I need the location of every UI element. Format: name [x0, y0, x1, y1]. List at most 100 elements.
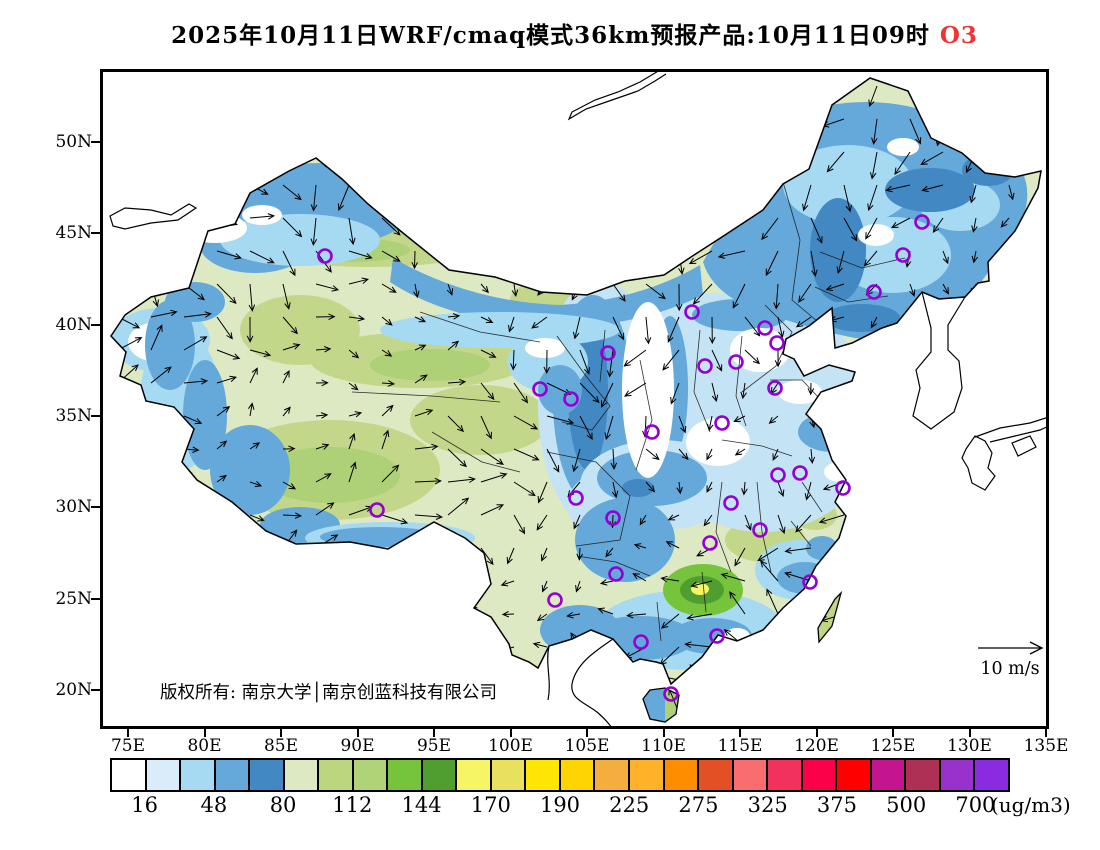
wind-vector-arrow — [216, 283, 237, 305]
colorbar-value-label: 112 — [332, 793, 373, 817]
wind-vector-arrow — [381, 85, 391, 106]
wind-vector-arrow — [150, 118, 163, 128]
wind-vector-arrow — [897, 710, 911, 718]
wind-vector-arrow — [942, 85, 952, 113]
wind-vector-arrow — [898, 638, 911, 648]
wind-vector-arrow — [703, 514, 713, 527]
wind-vector-arrow — [741, 481, 748, 496]
wind-vector-arrow — [541, 580, 548, 593]
laos-border-outline — [547, 645, 550, 701]
wind-vector-arrow — [579, 415, 593, 441]
lat-tick-mark — [91, 232, 100, 234]
wind-vector-arrow — [739, 184, 747, 208]
wind-vector-arrow — [414, 374, 428, 384]
wind-vector-arrow — [381, 580, 396, 604]
wind-vector-arrow — [611, 481, 619, 499]
wind-vector-arrow — [513, 85, 532, 108]
wind-vector-arrow — [672, 151, 680, 164]
wind-vector-arrow — [579, 349, 590, 375]
wind-vector-arrow — [216, 671, 244, 681]
wind-vector-arrow — [982, 85, 1010, 95]
wind-vector-arrow — [1008, 349, 1016, 372]
colorbar-cell — [491, 760, 527, 790]
wind-vector-arrow — [117, 118, 125, 135]
wind-vector-arrow — [315, 379, 329, 387]
wind-vector-arrow — [150, 674, 178, 682]
wind-vector-arrow — [470, 712, 482, 722]
city-marker-ring — [547, 592, 563, 608]
wind-vector-arrow — [183, 646, 210, 655]
city-marker-ring — [769, 335, 785, 351]
wind-vector-arrow — [744, 514, 752, 531]
wind-vector-arrow — [898, 382, 911, 395]
colorbar-value-label: 80 — [269, 793, 297, 817]
wind-vector-arrow — [508, 316, 515, 333]
wind-vector-arrow — [183, 415, 203, 425]
wind-vector-arrow — [701, 217, 713, 239]
wind-vector-arrow — [447, 545, 473, 553]
wind-vector-arrow — [499, 679, 515, 687]
colorbar-cell — [146, 760, 182, 790]
wind-vector-arrow — [688, 250, 713, 265]
colorbar-cell — [353, 760, 389, 790]
wind-vector-arrow — [777, 481, 785, 497]
wind-vector-arrow — [784, 547, 812, 554]
wind-vector-arrow — [249, 561, 265, 582]
wind-vector-arrow — [311, 712, 319, 722]
wind-vector-arrow — [447, 497, 470, 516]
wind-vector-arrow — [966, 382, 977, 404]
wind-vector-arrow — [876, 382, 883, 396]
lon-tick-label: 100E — [488, 736, 533, 756]
wind-vector-arrow — [678, 448, 689, 461]
wind-vector-arrow — [310, 646, 318, 672]
wind-vector-arrow — [807, 382, 815, 396]
wind-vector-arrow — [216, 349, 241, 360]
wind-vector-arrow — [969, 696, 977, 714]
wind-vector-arrow — [150, 309, 178, 318]
wind-vector-arrow — [117, 402, 141, 417]
wind-vector-arrow — [734, 448, 746, 456]
wind-vector-arrow — [645, 448, 660, 461]
wind-vector-arrow — [117, 677, 143, 684]
wind-vector-arrow — [348, 314, 366, 322]
wind-vector-arrow — [183, 151, 192, 162]
wind-vector-arrow — [843, 217, 858, 242]
city-marker-ring — [633, 634, 649, 650]
wind-vector-arrow — [348, 580, 365, 604]
wind-scale-legend: 10 m/s — [978, 641, 1044, 679]
wind-vector-arrow — [381, 514, 409, 525]
wind-vector-arrow — [942, 250, 949, 265]
wind-vector-arrow — [381, 151, 394, 178]
wind-vector-arrow — [575, 580, 582, 593]
wind-vector-arrow — [937, 316, 944, 329]
colorbar-value-label: 225 — [609, 793, 650, 817]
wind-vector-arrow — [678, 415, 687, 434]
wind-vector-arrow — [992, 545, 1010, 553]
city-marker-ring — [369, 502, 385, 518]
wind-vector-arrow — [183, 217, 191, 237]
wind-vector-arrow — [885, 184, 911, 193]
lon-tick-label: 125E — [870, 736, 916, 756]
wind-vector-arrow — [435, 712, 449, 719]
wind-vector-arrow — [381, 283, 397, 293]
colorbar-cell — [250, 760, 285, 790]
wind-vector-arrow — [348, 432, 356, 450]
lon-tick-mark — [280, 729, 282, 737]
wind-vector-arrow — [732, 283, 746, 309]
wind-vector-arrow — [645, 250, 658, 269]
wind-vector-arrow — [874, 349, 881, 363]
lon-tick-mark — [662, 729, 665, 737]
city-marker-ring — [532, 381, 548, 397]
wind-vector-arrow — [777, 316, 785, 339]
wind-vector-arrow — [381, 404, 394, 417]
wind-vector-arrow — [645, 283, 666, 300]
wind-vector-arrow — [536, 613, 548, 622]
lat-tick-label: 20N — [55, 680, 92, 700]
wind-vector-arrow — [248, 283, 256, 312]
wind-vector-arrow — [468, 643, 482, 650]
colorbar-value-label: 190 — [539, 793, 581, 817]
wind-vector-arrow — [447, 340, 460, 351]
wind-vector-arrow — [954, 85, 977, 105]
vietnam-outline — [571, 638, 614, 729]
wind-vector-arrow — [798, 283, 812, 303]
